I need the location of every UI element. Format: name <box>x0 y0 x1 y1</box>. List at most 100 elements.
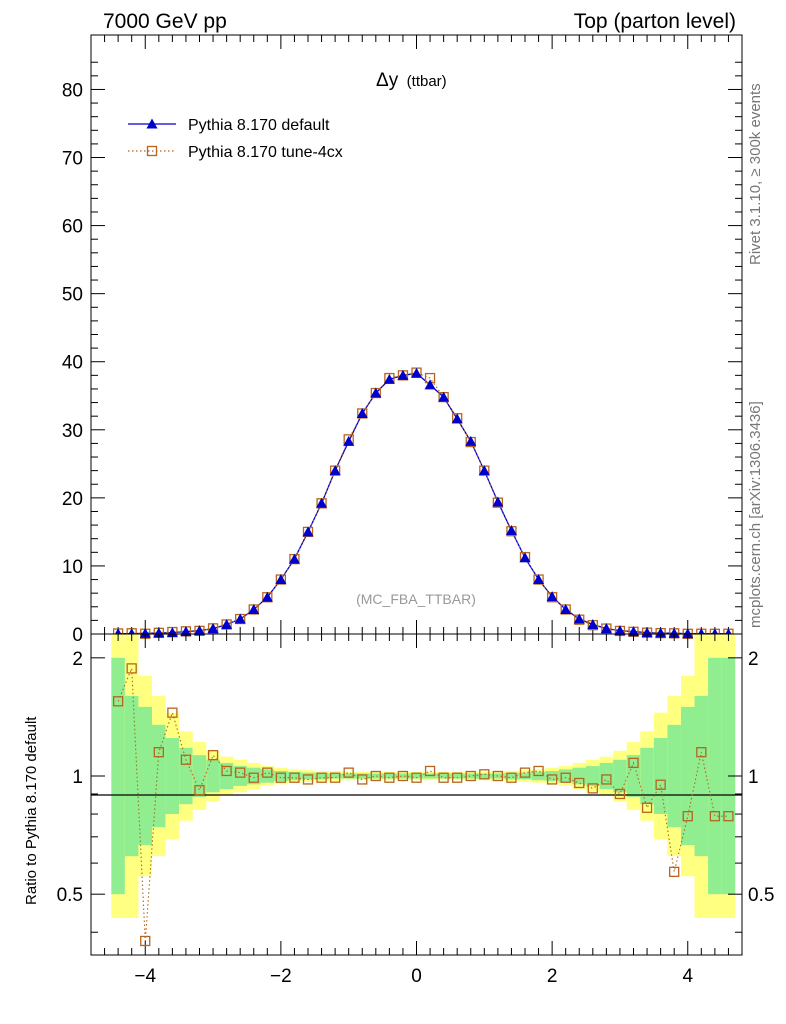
ratio-band-inner <box>626 755 641 797</box>
ratio-band-inner <box>680 706 695 846</box>
ratio-point-tune <box>506 772 517 783</box>
main-line-tune <box>118 372 729 635</box>
ratio-band-inner <box>314 772 329 780</box>
main-point-default <box>248 603 260 614</box>
ratio-axis-ticks <box>91 634 742 955</box>
main-point-default <box>370 387 382 398</box>
main-point-default <box>275 574 287 585</box>
ratio-point-tune <box>370 770 381 782</box>
ratio-band-inner <box>613 759 627 793</box>
ratio-band-inner <box>545 770 559 782</box>
main-y-tick-label: 10 <box>62 557 83 578</box>
ratio-y-tick-label-right: 2 <box>748 649 759 670</box>
main-point-default <box>478 465 490 476</box>
main-point-default <box>533 574 545 585</box>
ratio-point-tune <box>452 772 463 783</box>
main-point-default <box>194 625 205 636</box>
ratio-band-inner <box>572 767 587 785</box>
main-y-tick-label: 60 <box>62 217 83 238</box>
main-axis-ticks <box>91 35 742 635</box>
ratio-point-tune <box>248 772 259 783</box>
ratio-y-tick-label-right: 1 <box>748 767 759 788</box>
main-point-default <box>356 407 368 418</box>
ratio-y-tick-label: 0.5 <box>57 885 83 906</box>
main-point-default <box>573 613 585 624</box>
main-point-default <box>505 525 517 536</box>
main-point-default <box>221 618 233 629</box>
ratio-point-tune <box>723 811 734 822</box>
main-annotation: (MC_FBA_TTBAR) <box>356 591 476 607</box>
main-y-tick-label: 40 <box>62 353 83 374</box>
legend-marker-triangle <box>146 118 158 129</box>
header-right: Top (parton level) <box>574 10 736 33</box>
ratio-point-tune <box>546 774 558 785</box>
main-point-default <box>614 625 626 636</box>
main-point-default <box>546 591 558 602</box>
ratio-band-inner <box>382 773 397 779</box>
ratio-point-tune <box>479 769 490 780</box>
ratio-point-tune <box>641 802 653 813</box>
main-point-default <box>438 391 450 402</box>
ratio-point-tune <box>628 757 639 769</box>
ratio-band-inner <box>396 773 410 779</box>
main-point-default <box>166 627 178 638</box>
main-point-default <box>587 618 599 629</box>
ratio-band-inner <box>369 773 383 779</box>
ratio-band-inner <box>694 695 709 857</box>
main-y-tick-label: 80 <box>62 80 83 101</box>
ratio-point-tune <box>682 811 693 822</box>
main-point-default <box>600 623 612 634</box>
ratio-series-markers <box>112 663 734 947</box>
ratio-point-tune <box>235 767 246 778</box>
ratio-point-tune <box>492 770 504 782</box>
ratio-point-tune <box>126 663 137 674</box>
ratio-point-tune <box>669 866 680 877</box>
x-tick-label: 0 <box>411 966 422 987</box>
ratio-band-inner <box>328 773 342 779</box>
ratio-point-tune <box>153 747 164 758</box>
ratio-band-inner <box>708 657 722 895</box>
header-left: 7000 GeV pp <box>103 10 227 33</box>
main-y-tick-label: 70 <box>62 149 83 170</box>
main-series-lines <box>118 372 729 635</box>
ratio-band-inner <box>287 771 302 781</box>
ratio-point-tune <box>384 772 395 783</box>
main-point-default <box>261 591 273 602</box>
main-point-default <box>492 496 504 507</box>
ratio-band-inner <box>436 773 451 779</box>
main-point-default <box>465 435 477 446</box>
ratio-band-inner <box>274 770 288 782</box>
ratio-band-inner <box>477 773 492 779</box>
ratio-point-tune <box>357 774 368 785</box>
legend: Pythia 8.170 default Pythia 8.170 tune-4… <box>128 117 343 161</box>
x-tick-label: 4 <box>682 966 693 987</box>
main-series-markers <box>112 367 734 639</box>
main-point-default <box>207 623 219 634</box>
main-point-default <box>153 627 165 638</box>
ratio-point-tune <box>316 772 327 783</box>
ratio-band-inner <box>179 747 193 805</box>
ratio-point-tune <box>655 779 666 790</box>
main-point-default <box>329 465 341 476</box>
main-title-sub: (ttbar) <box>407 73 447 90</box>
ratio-band-inner <box>653 737 668 815</box>
main-point-default <box>451 413 463 424</box>
ratio-band-inner <box>355 773 370 779</box>
ratio-point-tune <box>221 765 232 777</box>
legend-entry-tune: Pythia 8.170 tune-4cx <box>128 144 343 161</box>
ratio-band-inner <box>233 766 247 786</box>
ratio-point-tune <box>289 772 300 783</box>
ratio-point-tune <box>262 767 273 778</box>
ratio-point-tune <box>180 754 192 765</box>
main-title: Δy (ttbar) <box>376 70 447 91</box>
main-y-tick-label: 30 <box>62 421 83 442</box>
ratio-band-inner <box>165 737 180 815</box>
ratio-point-tune <box>167 707 178 718</box>
legend-entry-default: Pythia 8.170 default <box>128 117 330 134</box>
x-tick-label: −4 <box>134 966 156 987</box>
x-tick-labels: −4 −2 0 2 4 <box>134 966 693 987</box>
ratio-band-inner <box>409 773 424 779</box>
ratio-band-inner <box>124 695 139 857</box>
ratio-point-tune <box>614 788 626 800</box>
